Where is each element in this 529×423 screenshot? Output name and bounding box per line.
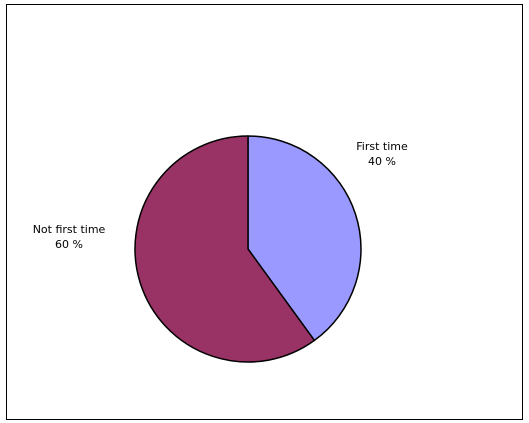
slice-label-not-first-time-name: Not first time <box>33 223 106 236</box>
slice-label-not-first-time-value: 60 % <box>55 238 83 251</box>
slice-label-not-first-time: Not first time 60 % <box>33 223 106 251</box>
pie-slices <box>134 135 362 363</box>
slice-label-first-time-value: 40 % <box>368 155 396 168</box>
pie-slice-not-first-time <box>134 135 316 363</box>
slice-label-first-time-name: First time <box>356 140 408 153</box>
pie-slice-first-time <box>247 135 362 342</box>
slice-label-first-time: First time 40 % <box>356 140 408 168</box>
